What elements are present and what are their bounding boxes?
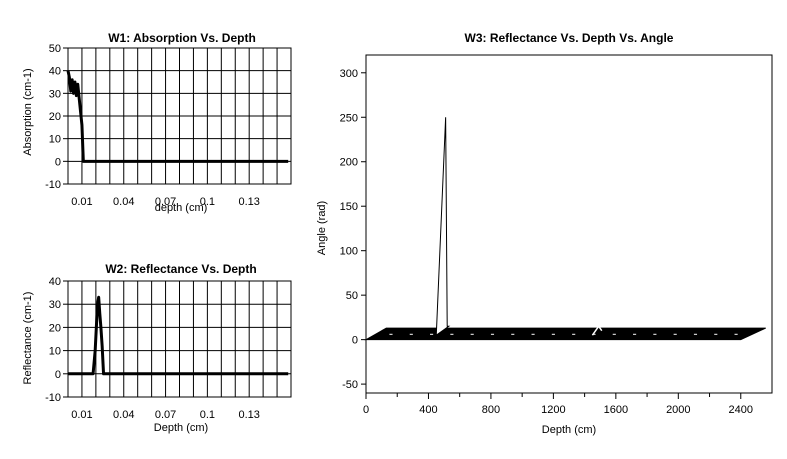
w2-y-tick-label: 40: [49, 276, 61, 288]
w1-x-label: depth (cm): [155, 202, 208, 214]
w3-x-tick-label: 400: [419, 404, 437, 416]
w2-y-tick-label: -10: [45, 392, 61, 404]
w1-series-line: [66, 70, 289, 163]
w3-x-tick-label: 0: [363, 404, 369, 416]
w3-x-tick-label: 1200: [541, 404, 565, 416]
w1-y-tick-label: 10: [49, 134, 61, 146]
w2-x-label: Depth (cm): [154, 422, 208, 434]
w1-x-tick-label: 0.01: [71, 196, 92, 208]
w1-y-tick-label: 30: [49, 88, 61, 100]
w1-y-tick-label: 50: [49, 43, 61, 55]
w3-small-peak: [591, 324, 603, 336]
w1-x-tick-label: 0.04: [113, 196, 134, 208]
w3-y-tick-label: 200: [340, 157, 358, 169]
w3-y-tick-label: 100: [340, 246, 358, 258]
w2-y-label: Reflectance (cm-1): [22, 292, 34, 385]
w3-x-tick-label: 800: [482, 404, 500, 416]
w1-x-tick-label: 0.1: [200, 196, 215, 208]
w1-x-tick-label: 0.07: [155, 196, 176, 208]
w3-y-tick-label: 50: [346, 290, 358, 302]
w1-y-tick-label: 0: [55, 156, 61, 168]
w2-x-tick-label: 0.07: [155, 409, 176, 421]
w3-chart: W3: Reflectance Vs. Depth Vs. Angle Dept…: [316, 31, 773, 436]
w1-y-label: Absorption (cm-1): [22, 68, 34, 155]
w1-y-tick-label: -10: [45, 179, 61, 191]
w2-y-tick-label: 30: [49, 299, 61, 311]
w3-y-tick-label: -50: [342, 379, 358, 391]
w2-chart: W2: Reflectance Vs. Depth Depth (cm) Ref…: [22, 262, 292, 434]
w3-x-tick-label: 2000: [666, 404, 690, 416]
w3-peak: [435, 117, 451, 337]
w2-title: W2: Reflectance Vs. Depth: [105, 262, 256, 276]
w1-x-tick-label: 0.13: [238, 196, 259, 208]
w2-y-tick-label: 20: [49, 322, 61, 334]
w3-y-tick-label: 0: [352, 335, 358, 347]
w3-y-tick-label: 250: [340, 112, 358, 124]
w2-x-tick-label: 0.13: [238, 409, 259, 421]
w2-x-tick-label: 0.1: [200, 409, 215, 421]
w3-y-tick-label: 300: [340, 68, 358, 80]
w2-x-tick-label: 0.01: [71, 409, 92, 421]
w2-series-line: [68, 295, 289, 376]
w3-x-tick-label: 2400: [729, 404, 753, 416]
w1-chart: W1: Absorption Vs. Depth depth (cm) Abso…: [22, 31, 292, 214]
w3-title: W3: Reflectance Vs. Depth Vs. Angle: [465, 31, 674, 45]
w3-y-tick-label: 150: [340, 201, 358, 213]
w3-frame: [365, 54, 773, 394]
w1-y-tick-label: 40: [49, 66, 61, 78]
w3-x-tick-label: 1600: [604, 404, 628, 416]
w2-frame: [67, 280, 292, 398]
w3-y-label: Angle (rad): [316, 201, 328, 255]
w2-y-tick-label: 10: [49, 346, 61, 358]
w3-x-label: Depth (cm): [542, 424, 596, 436]
w3-surface-band: [364, 327, 766, 341]
w1-y-tick-label: 20: [49, 111, 61, 123]
w2-y-tick-label: 0: [55, 369, 61, 381]
w2-x-tick-label: 0.04: [113, 409, 134, 421]
w1-title: W1: Absorption Vs. Depth: [108, 31, 256, 45]
